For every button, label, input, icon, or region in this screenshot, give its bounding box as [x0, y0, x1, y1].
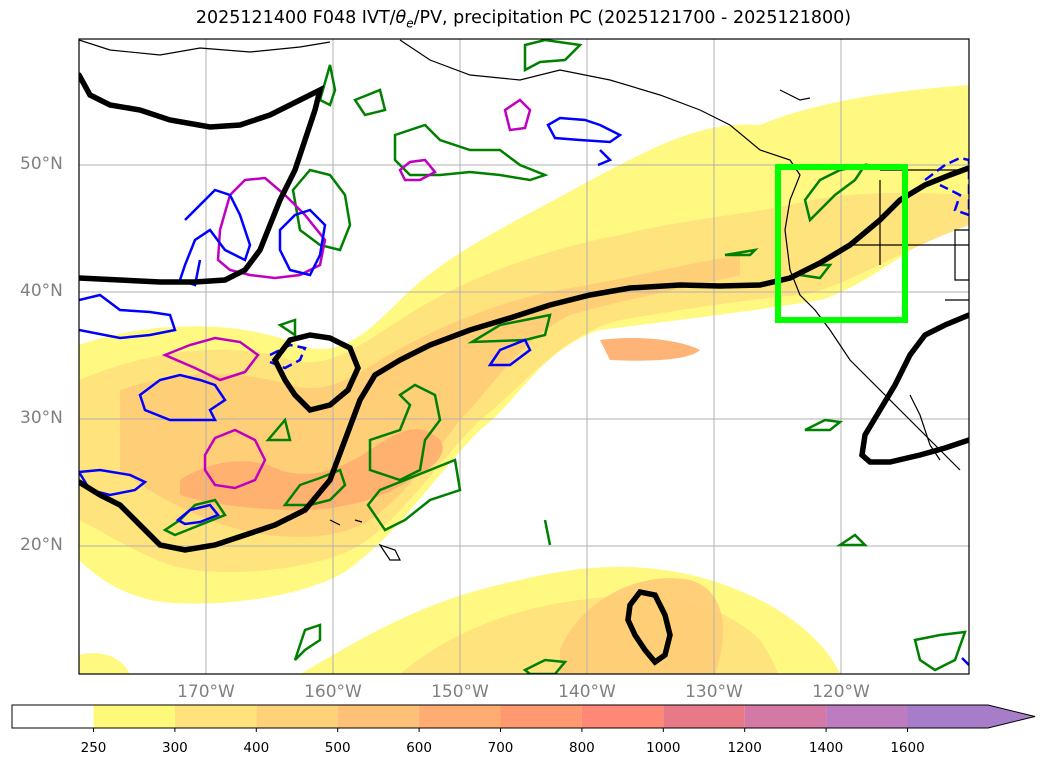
lon-label-170w: 170°W: [177, 682, 235, 702]
cb-seg-8: [663, 705, 745, 728]
figure-title: 2025121400 F048 IVT/θe/PV, precipitation…: [0, 8, 1047, 31]
lon-label-140w: 140°W: [558, 682, 616, 702]
colorbar-tick-1200: 1200: [727, 740, 762, 756]
lon-label-130w: 130°W: [685, 682, 743, 702]
lat-label-40n: 40°N: [20, 281, 63, 301]
cb-seg-3: [256, 705, 338, 728]
lat-label-30n: 30°N: [20, 408, 63, 428]
cb-seg-0: [12, 705, 94, 728]
cb-seg-4: [337, 705, 420, 728]
highlight-box: [775, 164, 908, 323]
colorbar-tick-500: 500: [324, 740, 351, 756]
cb-seg-7: [581, 705, 664, 728]
cb-seg-11-extend: [907, 705, 1035, 728]
gridlines: [79, 39, 969, 674]
ivt-band-400-south: [560, 578, 723, 674]
ivt-band-500-mid: [600, 338, 700, 361]
colorbar-tick-marks: [93, 728, 908, 732]
colorbar-tick-800: 800: [569, 740, 595, 756]
colorbar-tick-1600: 1600: [890, 740, 925, 756]
cb-seg-10: [826, 705, 908, 728]
theta-e-contours: [79, 116, 969, 666]
colorbar-tick-300: 300: [162, 740, 188, 756]
colorbar-outline: [11, 704, 1036, 729]
title-theta-sub: e: [406, 16, 414, 31]
map-frame: [78, 38, 970, 675]
title-theta: θ: [395, 8, 407, 28]
title-suffix: /PV, precipitation PC (2025121700 - 2025…: [413, 8, 852, 28]
cb-seg-6: [500, 705, 582, 728]
colorbar-tick-1400: 1400: [808, 740, 844, 756]
colorbar-tick-700: 700: [487, 740, 514, 756]
pv-contours: [79, 72, 969, 666]
lon-label-150w: 150°W: [431, 682, 489, 702]
colorbar-tick-600: 600: [406, 740, 432, 756]
lat-label-50n: 50°N: [20, 154, 63, 174]
colorbar-tick-250: 250: [80, 740, 107, 756]
lat-label-20n: 20°N: [20, 535, 63, 555]
precip-magenta-regions: [161, 98, 532, 490]
ivt-band-500: [180, 429, 443, 510]
ivt-band-400: [120, 255, 740, 537]
colorbar-tick-1000: 1000: [646, 740, 681, 756]
lon-label-120w: 120°W: [812, 682, 870, 702]
coastlines: [79, 39, 969, 561]
colorbar: [11, 704, 1036, 732]
cb-seg-1: [93, 705, 175, 728]
map-area: [79, 39, 969, 674]
colorbar-tick-400: 400: [243, 740, 270, 756]
title-prefix: 2025121400 F048 IVT/: [195, 8, 396, 28]
cb-seg-2: [174, 705, 257, 728]
cb-seg-9: [744, 705, 827, 728]
lon-label-160w: 160°W: [304, 682, 362, 702]
cb-seg-5: [419, 705, 501, 728]
ivt-band-250-sw: [79, 653, 130, 674]
